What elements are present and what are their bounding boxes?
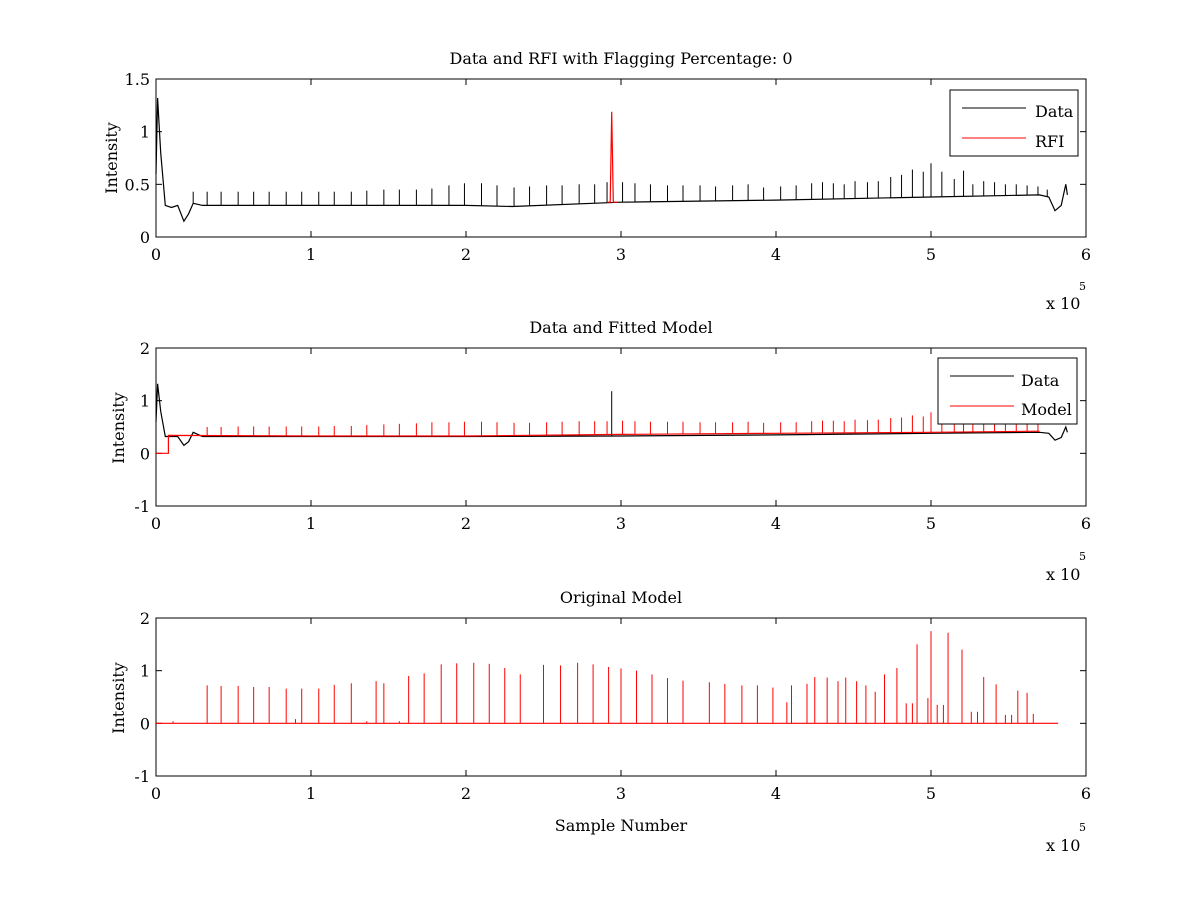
y-tick-label: 2 — [140, 339, 150, 358]
x-tick-label: 4 — [771, 245, 781, 264]
subplot-1-x-exponent: 5 — [1079, 280, 1086, 293]
subplot-1-ylabel: Intensity — [102, 122, 121, 194]
y-tick-label: 0 — [140, 714, 150, 733]
y-tick-label: 0 — [140, 444, 150, 463]
subplot-2-x-exponent: 5 — [1079, 550, 1086, 563]
subplot-1-ticks: 0 1 2 3 4 5 6 0 0.5 1 1.5 — [125, 70, 1092, 264]
subplot-3-ylabel: Intensity — [109, 662, 128, 734]
legend-box — [937, 357, 1078, 425]
subplot-2-plot-area — [155, 383, 1068, 454]
series-data — [155, 97, 1068, 223]
legend-label-data: Data — [1021, 371, 1060, 390]
multiplier-base: x 10 — [1046, 294, 1080, 313]
subplot-1-title: Data and RFI with Flagging Percentage: 0 — [449, 49, 792, 68]
y-tick-label: 0 — [140, 228, 150, 247]
subplot-3-xlabel: Sample Number — [555, 816, 688, 835]
multiplier-base: x 10 — [1046, 836, 1080, 855]
legend-box — [949, 89, 1079, 157]
x-tick-label: 6 — [1081, 784, 1091, 803]
series-rfi — [607, 111, 618, 203]
x-tick-label: 4 — [771, 784, 781, 803]
x-tick-label: 5 — [926, 245, 936, 264]
x-tick-label: 3 — [616, 784, 626, 803]
y-tick-label: 1 — [140, 123, 150, 142]
x-tick-label: 3 — [616, 245, 626, 264]
series-line — [607, 111, 618, 203]
x-tick-label: 2 — [461, 245, 471, 264]
x-tick-label: 0 — [151, 784, 161, 803]
legend-label-model: Model — [1021, 400, 1072, 419]
y-tick-label: 0.5 — [125, 175, 150, 194]
subplot-3-plot-area — [156, 631, 1059, 724]
subplot-2-x-multiplier: x 10 — [1046, 565, 1080, 584]
x-tick-label: 1 — [306, 245, 316, 264]
subplot-2-title: Data and Fitted Model — [529, 318, 712, 337]
y-tick-label: 1 — [140, 662, 150, 681]
x-tick-label: 0 — [151, 245, 161, 264]
x-tick-label: 5 — [926, 784, 936, 803]
subplot-2-ylabel: Intensity — [109, 392, 128, 464]
subplot-3-title: Original Model — [560, 588, 682, 607]
y-tick-label: 1.5 — [125, 70, 150, 89]
series-baseline-line — [155, 97, 1068, 223]
x-tick-label: 2 — [461, 514, 471, 533]
subplot-1-plot-area — [155, 97, 1068, 223]
series-model — [156, 412, 1040, 454]
x-tick-label: 3 — [616, 514, 626, 533]
legend-label-rfi: RFI — [1035, 132, 1064, 151]
x-tick-label: 2 — [461, 784, 471, 803]
x-tick-label: 1 — [306, 514, 316, 533]
y-tick-label: -1 — [134, 497, 150, 516]
x-tick-label: 6 — [1081, 514, 1091, 533]
subplot-3-x-exponent: 5 — [1079, 821, 1086, 834]
subplot-2-legend: Data Model — [937, 357, 1078, 425]
y-tick-label: 1 — [140, 392, 150, 411]
y-tick-label: 2 — [140, 609, 150, 628]
legend-label-data: Data — [1035, 102, 1074, 121]
y-tick-label: -1 — [134, 767, 150, 786]
x-tick-label: 0 — [151, 514, 161, 533]
x-tick-label: 4 — [771, 514, 781, 533]
subplot-2: Data and Fitted Model Intensity 0 1 2 3 4 5 6 -… — [109, 318, 1091, 584]
x-tick-label: 1 — [306, 784, 316, 803]
subplot-1-x-multiplier: x 10 — [1046, 294, 1080, 313]
x-tick-label: 6 — [1081, 245, 1091, 264]
subplot-1-legend: Data RFI — [949, 89, 1079, 157]
subplot-1: Data and RFI with Flagging Percentage: 0… — [102, 49, 1091, 313]
series-baseline-line — [156, 430, 1040, 454]
series-model — [156, 631, 1059, 724]
x-tick-label: 5 — [926, 514, 936, 533]
multiplier-base: x 10 — [1046, 565, 1080, 584]
subplot-3-x-multiplier: x 10 — [1046, 836, 1080, 855]
